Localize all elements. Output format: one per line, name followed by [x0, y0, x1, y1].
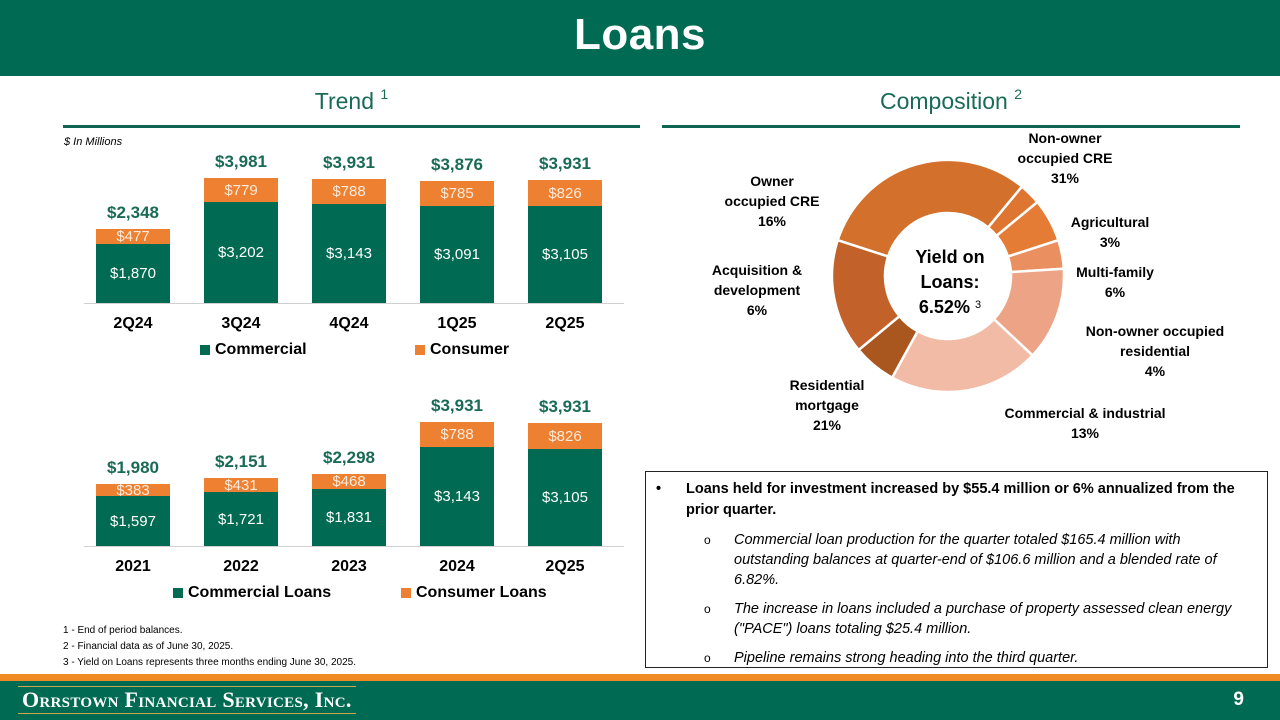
bar-total-label: $3,981 [215, 152, 267, 171]
x-axis-label: 2Q24 [113, 315, 153, 332]
footer-accent-stripe [0, 674, 1280, 681]
bar-total-label: $1,980 [107, 458, 159, 477]
consumer-segment: $826 [528, 180, 602, 206]
donut-slice-label: Non-owner occupied CRE 31% [1017, 130, 1113, 186]
legend-item: Commercial Loans [173, 584, 331, 602]
sub-bullet: o Pipeline remains strong heading into th… [704, 650, 1079, 666]
trend-section-title: Trend 1 [314, 86, 389, 114]
circle-bullet-icon: o [704, 533, 711, 547]
consumer-segment: $788 [420, 422, 494, 447]
bar-total-label: $2,151 [215, 452, 267, 471]
commercial-segment: $3,143 [420, 447, 494, 546]
consumer-segment: $477 [96, 229, 170, 244]
donut-slice-label: Residential mortgage 21% [789, 377, 865, 433]
x-axis-line [84, 303, 624, 304]
units-label: $ In Millions [64, 136, 123, 148]
title-bar: Loans [0, 0, 1280, 76]
commercial-segment: $3,105 [528, 206, 602, 303]
footer-bar: Orrstown Financial Services, Inc. 9 [0, 681, 1280, 720]
donut-slice-label: Owner occupied CRE 16% [724, 173, 820, 229]
legend-swatch-icon [200, 345, 210, 355]
commentary-box: • Loans held for investment increased by… [645, 471, 1268, 668]
company-logo: Orrstown Financial Services, Inc. [18, 686, 356, 714]
commercial-segment: $1,721 [204, 492, 278, 546]
commercial-segment: $1,597 [96, 496, 170, 546]
consumer-segment: $383 [96, 483, 170, 498]
donut-slice-label: Agricultural 3% [1070, 214, 1150, 250]
bar-total-label: $3,931 [539, 397, 591, 416]
footnote-ref: 1 [380, 86, 389, 102]
x-axis-label: 2022 [223, 558, 259, 575]
x-axis-label: 2Q25 [545, 558, 585, 575]
bar-total-label: $3,931 [323, 153, 375, 172]
donut-slice-label: Multi-family 6% [1076, 264, 1154, 300]
legend-item: Consumer Loans [401, 584, 547, 602]
stacked-bar: $785 $3,091 $3,876 [420, 155, 494, 303]
bar-total-label: $2,298 [323, 448, 375, 467]
trend-divider [63, 125, 640, 128]
bar-total-label: $3,931 [431, 396, 483, 415]
donut-slice-label: Non-owner occupied residential 4% [1085, 323, 1225, 379]
x-axis-label: 2021 [115, 558, 151, 575]
stacked-bar: $826 $3,105 $3,931 [528, 397, 602, 546]
stacked-bar: $383 $1,597 $1,980 [96, 458, 170, 546]
footnotes: 1 - End of period balances. 2 - Financia… [63, 623, 356, 671]
donut-slice-label: Acquisition & development 6% [711, 262, 803, 318]
consumer-segment: $468 [312, 474, 386, 489]
donut-slice [890, 317, 1035, 394]
stacked-bar: $788 $3,143 $3,931 [420, 396, 494, 546]
bullet-icon: • [656, 481, 662, 497]
stacked-bar: $431 $1,721 $2,151 [204, 452, 278, 546]
footnote-ref: 2 [1014, 86, 1023, 102]
donut-slice-label: Commercial & industrial 13% [1004, 405, 1166, 441]
donut-slice [830, 238, 902, 352]
commercial-segment: $3,091 [420, 206, 494, 303]
x-axis-label: 4Q24 [329, 315, 369, 332]
bar-total-label: $2,348 [107, 203, 159, 222]
stacked-bar: $826 $3,105 $3,931 [528, 154, 602, 303]
sub-bullet: o The increase in loans included a purcha… [704, 601, 1232, 637]
commercial-segment: $3,143 [312, 204, 386, 303]
legend-item: Consumer [415, 341, 509, 359]
composition-section-title: Composition 2 [879, 86, 1023, 114]
bar-total-label: $3,876 [431, 155, 483, 174]
x-axis-label: 1Q25 [437, 315, 477, 332]
x-axis-line [84, 546, 624, 547]
footnote: 3 - Yield on Loans represents three mont… [63, 657, 356, 668]
commercial-segment: $1,831 [312, 489, 386, 546]
x-axis-label: 2Q25 [545, 315, 585, 332]
legend-item: Commercial [200, 341, 307, 359]
consumer-segment: $788 [312, 179, 386, 204]
stacked-bar: $788 $3,143 $3,931 [312, 153, 386, 303]
consumer-segment: $785 [420, 181, 494, 206]
yield-on-loans: Yield on Loans: 6.52% 3 [915, 247, 985, 317]
footnote: 1 - End of period balances. [63, 625, 183, 636]
circle-bullet-icon: o [704, 602, 711, 616]
circle-bullet-icon: o [704, 651, 711, 665]
commercial-segment: $3,105 [528, 449, 602, 546]
bullet-point: • Loans held for investment increased by… [656, 479, 1253, 521]
consumer-segment: $431 [204, 478, 278, 493]
legend-swatch-icon [173, 588, 183, 598]
stacked-bar: $477 $1,870 $2,348 [96, 203, 170, 303]
page-title: Loans [573, 10, 707, 59]
footnote: 2 - Financial data as of June 30, 2025. [63, 641, 234, 652]
legend-swatch-icon [415, 345, 425, 355]
x-axis-label: 3Q24 [221, 315, 261, 332]
x-axis-label: 2023 [331, 558, 367, 575]
composition-divider [662, 125, 1240, 128]
bar-total-label: $3,931 [539, 154, 591, 173]
commercial-segment: $1,870 [96, 244, 170, 303]
page-number: 9 [1233, 689, 1244, 710]
x-axis-label: 2024 [439, 558, 475, 575]
consumer-segment: $826 [528, 423, 602, 449]
stacked-bar: $779 $3,202 $3,981 [204, 152, 278, 303]
stacked-bar: $468 $1,831 $2,298 [312, 448, 386, 546]
commercial-segment: $3,202 [204, 202, 278, 303]
consumer-segment: $779 [204, 178, 278, 202]
donut-slice [836, 158, 1024, 259]
legend-swatch-icon [401, 588, 411, 598]
sub-bullet: o Commercial loan production for the quar… [704, 532, 1217, 588]
